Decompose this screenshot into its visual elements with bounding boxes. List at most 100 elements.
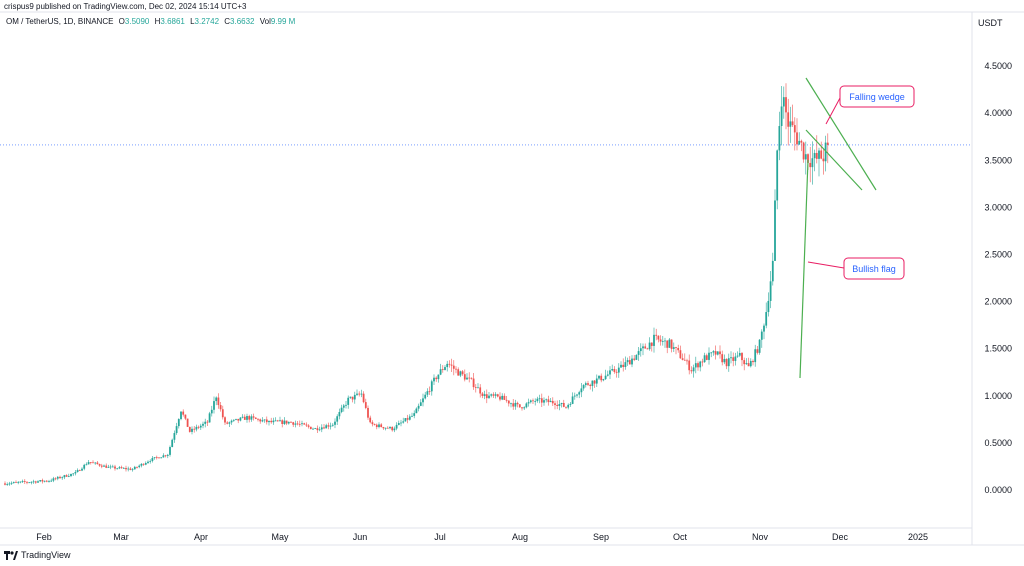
candle-body — [606, 374, 609, 376]
candle-body — [554, 403, 556, 405]
candle-body — [461, 371, 464, 375]
candle-body — [48, 481, 50, 482]
candle-body — [602, 379, 605, 381]
x-tick-label: Jun — [353, 532, 368, 542]
candle-body — [730, 357, 732, 359]
candle-body — [34, 481, 37, 483]
candle-body — [393, 428, 396, 431]
y-tick-label: 0.5000 — [984, 438, 1012, 448]
candle-body — [263, 419, 266, 421]
candle-body — [589, 384, 592, 386]
candle-body — [272, 420, 275, 423]
candle-body — [327, 425, 330, 427]
candle-body — [96, 462, 99, 465]
candle-body — [697, 363, 699, 368]
candle-body — [642, 346, 644, 349]
candle-body — [571, 396, 574, 404]
tradingview-logo[interactable]: TradingView — [4, 550, 71, 560]
candle-body — [441, 369, 444, 371]
candle-body — [87, 462, 90, 465]
candle-body — [527, 402, 530, 404]
candle-body — [521, 407, 523, 409]
x-tick-label: Mar — [113, 532, 129, 542]
candle-body — [197, 426, 200, 428]
candle-body — [749, 360, 752, 367]
falling-wedge-label-box — [839, 85, 915, 108]
candle-body — [694, 363, 697, 368]
candle-body — [804, 154, 807, 160]
candle-body — [512, 403, 515, 407]
candle-body — [166, 454, 169, 456]
candle-body — [331, 424, 334, 426]
candle-body — [116, 468, 119, 470]
candle-body — [424, 394, 427, 399]
x-tick-label: Oct — [673, 532, 688, 542]
candle-body — [582, 385, 585, 389]
candle-body — [809, 162, 812, 168]
candle-body — [298, 423, 301, 425]
candle-body — [826, 142, 829, 145]
candle-body — [452, 365, 455, 369]
candle-body — [510, 403, 512, 405]
x-tick-label: Jul — [434, 532, 446, 542]
candle-body — [609, 370, 611, 375]
candle-body — [492, 394, 495, 396]
candle-body — [279, 420, 281, 422]
candle-body — [202, 423, 204, 426]
candle-body — [65, 475, 68, 477]
candle-body — [17, 482, 20, 483]
candle-body — [39, 480, 42, 482]
x-tick-label: Feb — [36, 532, 52, 542]
candle-body — [659, 339, 662, 342]
candle-body — [292, 422, 295, 425]
candle-body — [131, 469, 134, 471]
open-value: 3.5090 — [124, 17, 150, 26]
close-label: C — [224, 17, 231, 26]
candle-body — [373, 424, 376, 425]
y-tick-label: 3.5000 — [984, 155, 1012, 165]
candle-body — [756, 349, 759, 353]
candle-body — [144, 462, 147, 465]
candle-body — [129, 468, 132, 470]
candle-body — [426, 391, 429, 395]
candle-body — [516, 402, 519, 405]
candle-body — [422, 398, 424, 403]
candle-body — [274, 420, 277, 422]
candle-body — [329, 425, 332, 427]
candle-body — [378, 424, 380, 428]
candle-body — [496, 394, 499, 397]
candle-body — [320, 427, 323, 430]
y-axis: 4.5000 4.0000 3.5000 3.0000 2.5000 2.0000 1.50… — [984, 61, 1012, 495]
candle-body — [622, 364, 625, 367]
candle-body — [637, 351, 640, 355]
candle-body — [481, 393, 484, 396]
candle-body — [490, 394, 493, 396]
candle-body — [257, 418, 259, 420]
candle-body — [611, 368, 614, 371]
candle-body — [175, 426, 178, 434]
chart-frame — [0, 11, 1024, 546]
candle-body — [246, 416, 248, 420]
candle-body — [21, 481, 24, 482]
candle-body — [598, 375, 600, 379]
candle-body — [818, 150, 820, 159]
candle-body — [428, 391, 431, 393]
candle-body — [646, 348, 649, 350]
candle-body — [525, 403, 528, 408]
candle-body — [83, 464, 86, 469]
candle-body — [316, 428, 319, 431]
candle-body — [776, 150, 779, 201]
candle-body — [774, 200, 776, 261]
candle-body — [76, 470, 79, 473]
candle-body — [741, 353, 743, 361]
x-tick-label: Dec — [832, 532, 849, 542]
candle-body — [785, 97, 787, 113]
candle-body — [402, 421, 405, 423]
y-tick-label: 2.5000 — [984, 250, 1012, 260]
candle-body — [226, 422, 229, 424]
candle-body — [323, 427, 325, 429]
candle-body — [221, 409, 224, 418]
candle-body — [534, 401, 537, 402]
symbol-info: OM / TetherUS, 1D, BINANCE — [6, 17, 114, 26]
